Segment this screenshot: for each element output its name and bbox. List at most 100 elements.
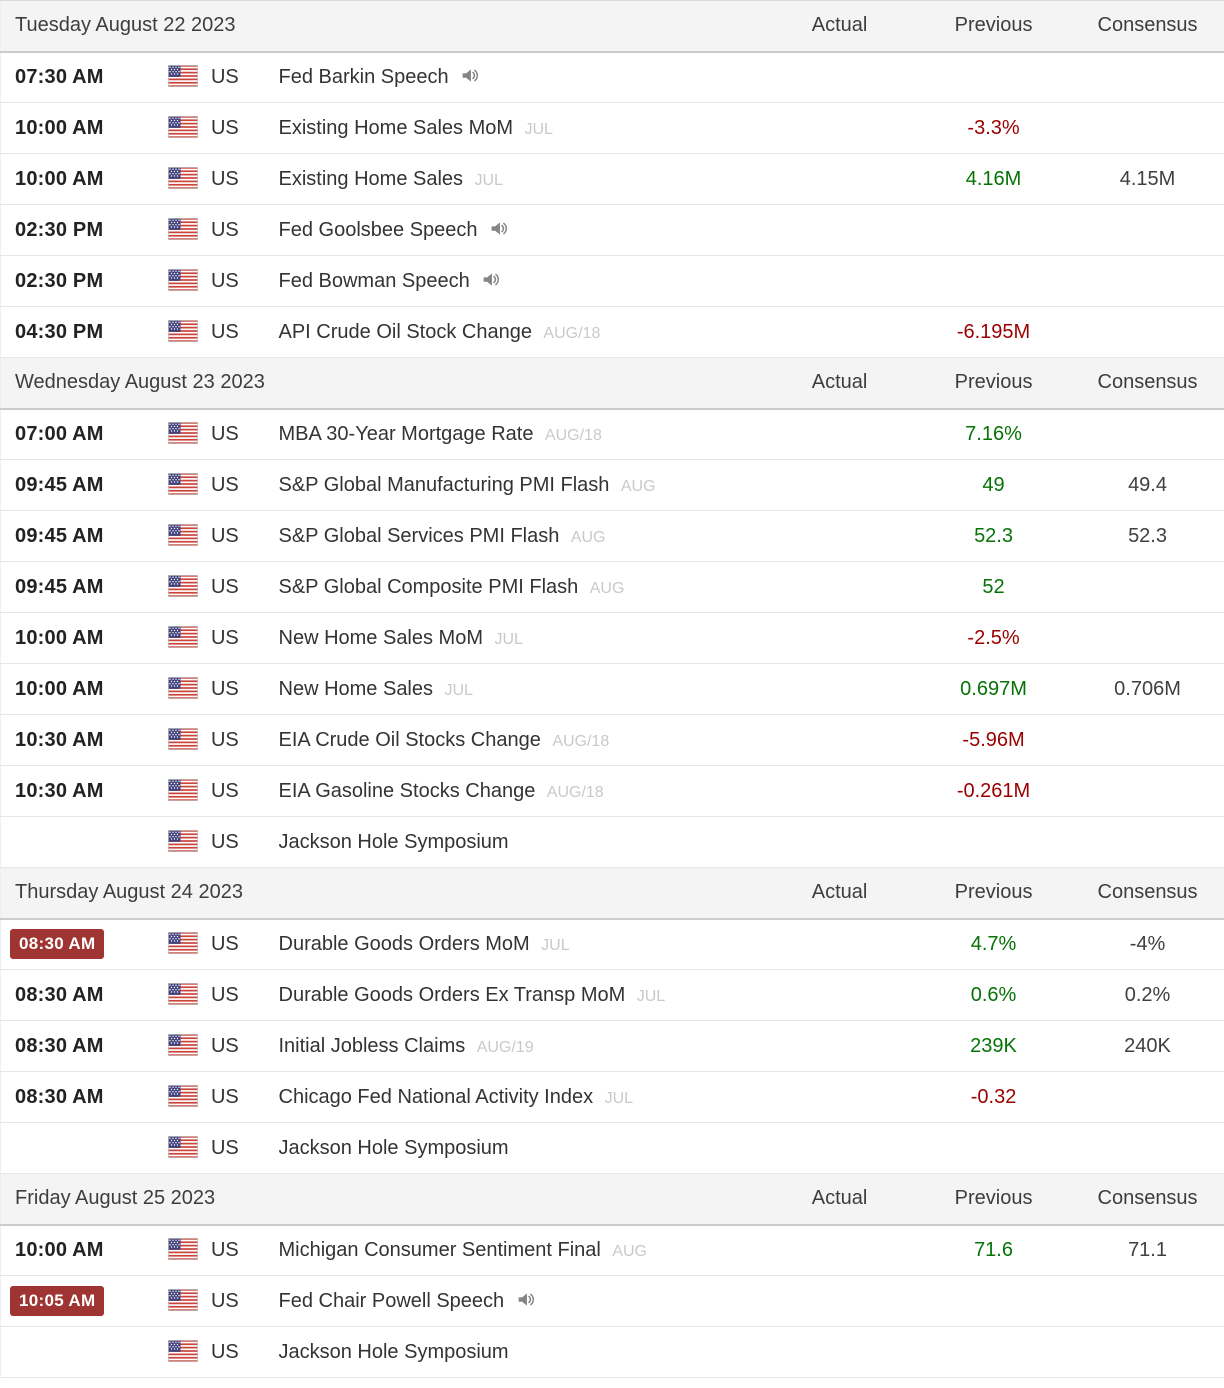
event-time: 08:30 AM [15,983,104,1006]
event-link[interactable]: S&P Global Composite PMI Flash [278,575,579,598]
event-row: US Jackson Hole Symposium [0,1122,1224,1174]
us-flag-icon [167,116,198,138]
previous-value: -6.195M [916,306,1071,358]
country-cell: US [165,459,278,511]
event-cell: MBA 30-Year Mortgage Rate AUG/18 [277,408,763,460]
actual-value [762,408,917,460]
actual-value [762,612,917,664]
event-link[interactable]: Chicago Fed National Activity Index [278,1085,594,1108]
country-cell: US [165,1071,278,1123]
actual-value [762,306,917,358]
country-cell: US [165,153,278,205]
reference-period: JUL [636,987,666,1005]
event-time: 10:05 AM [10,1286,105,1316]
consensus-value: 0.706M [1070,663,1224,715]
time-cell: 08:30 AM [0,1020,166,1072]
column-header-actual: Actual [762,867,917,920]
us-flag-icon [167,932,198,955]
event-link[interactable]: MBA 30-Year Mortgage Rate [278,422,534,445]
event-link[interactable]: Fed Goolsbee Speech [278,219,478,241]
event-time: 10:30 AM [15,728,104,751]
event-link[interactable]: Fed Barkin Speech [278,66,449,89]
time-cell: 10:00 AM [0,1224,166,1276]
country-code: US [210,117,239,139]
country-cell: US [165,306,278,358]
previous-value [916,1275,1071,1327]
country-code: US [210,219,239,241]
event-row: 02:30 PM [0,255,1224,307]
consensus-value [1070,51,1224,103]
section-date: Wednesday August 23 2023 [0,357,763,410]
event-cell: Existing Home Sales JUL [277,153,763,205]
reference-period: AUG/19 [476,1038,534,1056]
previous-value [916,255,1071,307]
event-time: 02:30 PM [15,269,104,292]
event-link[interactable]: Jackson Hole Symposium [278,1136,509,1159]
country-code: US [210,1290,239,1312]
event-row: 10:00 AM [0,153,1224,205]
consensus-value: 52.3 [1070,510,1224,562]
event-time: 10:00 AM [15,626,104,649]
reference-period: JUL [524,120,553,138]
event-time: 02:30 PM [15,218,104,241]
time-cell [0,816,166,868]
event-link[interactable]: New Home Sales [278,677,434,700]
actual-value [762,1224,917,1276]
country-cell: US [165,408,278,460]
previous-value: 52.3 [916,510,1071,562]
previous-value: -0.261M [916,765,1071,817]
country-code: US [210,984,239,1006]
time-cell [0,1326,166,1378]
event-link[interactable]: Fed Chair Powell Speech [278,1290,505,1312]
event-link[interactable]: EIA Gasoline Stocks Change [278,779,536,802]
event-link[interactable]: S&P Global Services PMI Flash [278,524,560,547]
event-link[interactable]: Existing Home Sales MoM [278,116,514,139]
time-cell: 10:05 AM [0,1275,166,1327]
event-link[interactable]: Initial Jobless Claims [278,1034,466,1057]
previous-value: -3.3% [916,102,1071,154]
event-link[interactable]: Fed Bowman Speech [278,270,470,292]
time-cell: 02:30 PM [0,204,166,256]
event-time: 08:30 AM [10,929,105,960]
event-link[interactable]: API Crude Oil Stock Change [278,320,532,343]
event-link[interactable]: S&P Global Manufacturing PMI Flash [278,473,610,496]
reference-period: JUL [541,936,570,954]
section-header-row: Tuesday August 22 2023 Actual Previous C… [0,0,1224,53]
event-link[interactable]: Jackson Hole Symposium [278,830,509,853]
time-cell [0,1122,166,1174]
country-code: US [210,1239,239,1262]
time-cell: 09:45 AM [0,561,166,613]
event-link[interactable]: Jackson Hole Symposium [278,1340,509,1363]
event-row: 10:00 AM [0,663,1224,715]
country-code: US [210,270,239,292]
event-link[interactable]: EIA Crude Oil Stocks Change [278,728,541,751]
consensus-value [1070,102,1224,154]
reference-period: AUG [620,477,656,495]
us-flag-icon [167,830,198,852]
country-code: US [210,933,239,956]
country-cell: US [165,663,278,715]
event-row: 10:00 AM [0,102,1224,154]
consensus-value: 4.15M [1070,153,1224,205]
event-link[interactable]: Existing Home Sales [278,167,464,190]
country-code: US [210,66,239,89]
event-link[interactable]: Durable Goods Orders MoM [278,932,530,955]
us-flag-icon [167,1034,198,1056]
event-link[interactable]: Michigan Consumer Sentiment Final [278,1238,601,1261]
event-link[interactable]: New Home Sales MoM [278,626,484,649]
country-cell: US [165,561,278,613]
consensus-value [1070,816,1224,868]
event-time: 04:30 PM [15,320,104,343]
actual-value [762,1071,917,1123]
actual-value [762,1326,917,1378]
actual-value [762,510,917,562]
country-cell: US [165,612,278,664]
event-row: 10:05 AM [0,1275,1224,1327]
time-cell: 08:30 AM [0,918,166,970]
event-link[interactable]: Durable Goods Orders Ex Transp MoM [278,983,626,1006]
event-cell: S&P Global Composite PMI Flash AUG [277,561,763,613]
previous-value: -2.5% [916,612,1071,664]
section-date: Friday August 25 2023 [0,1173,763,1226]
reference-period: AUG [589,579,625,597]
column-header-consensus: Consensus [1070,0,1224,53]
